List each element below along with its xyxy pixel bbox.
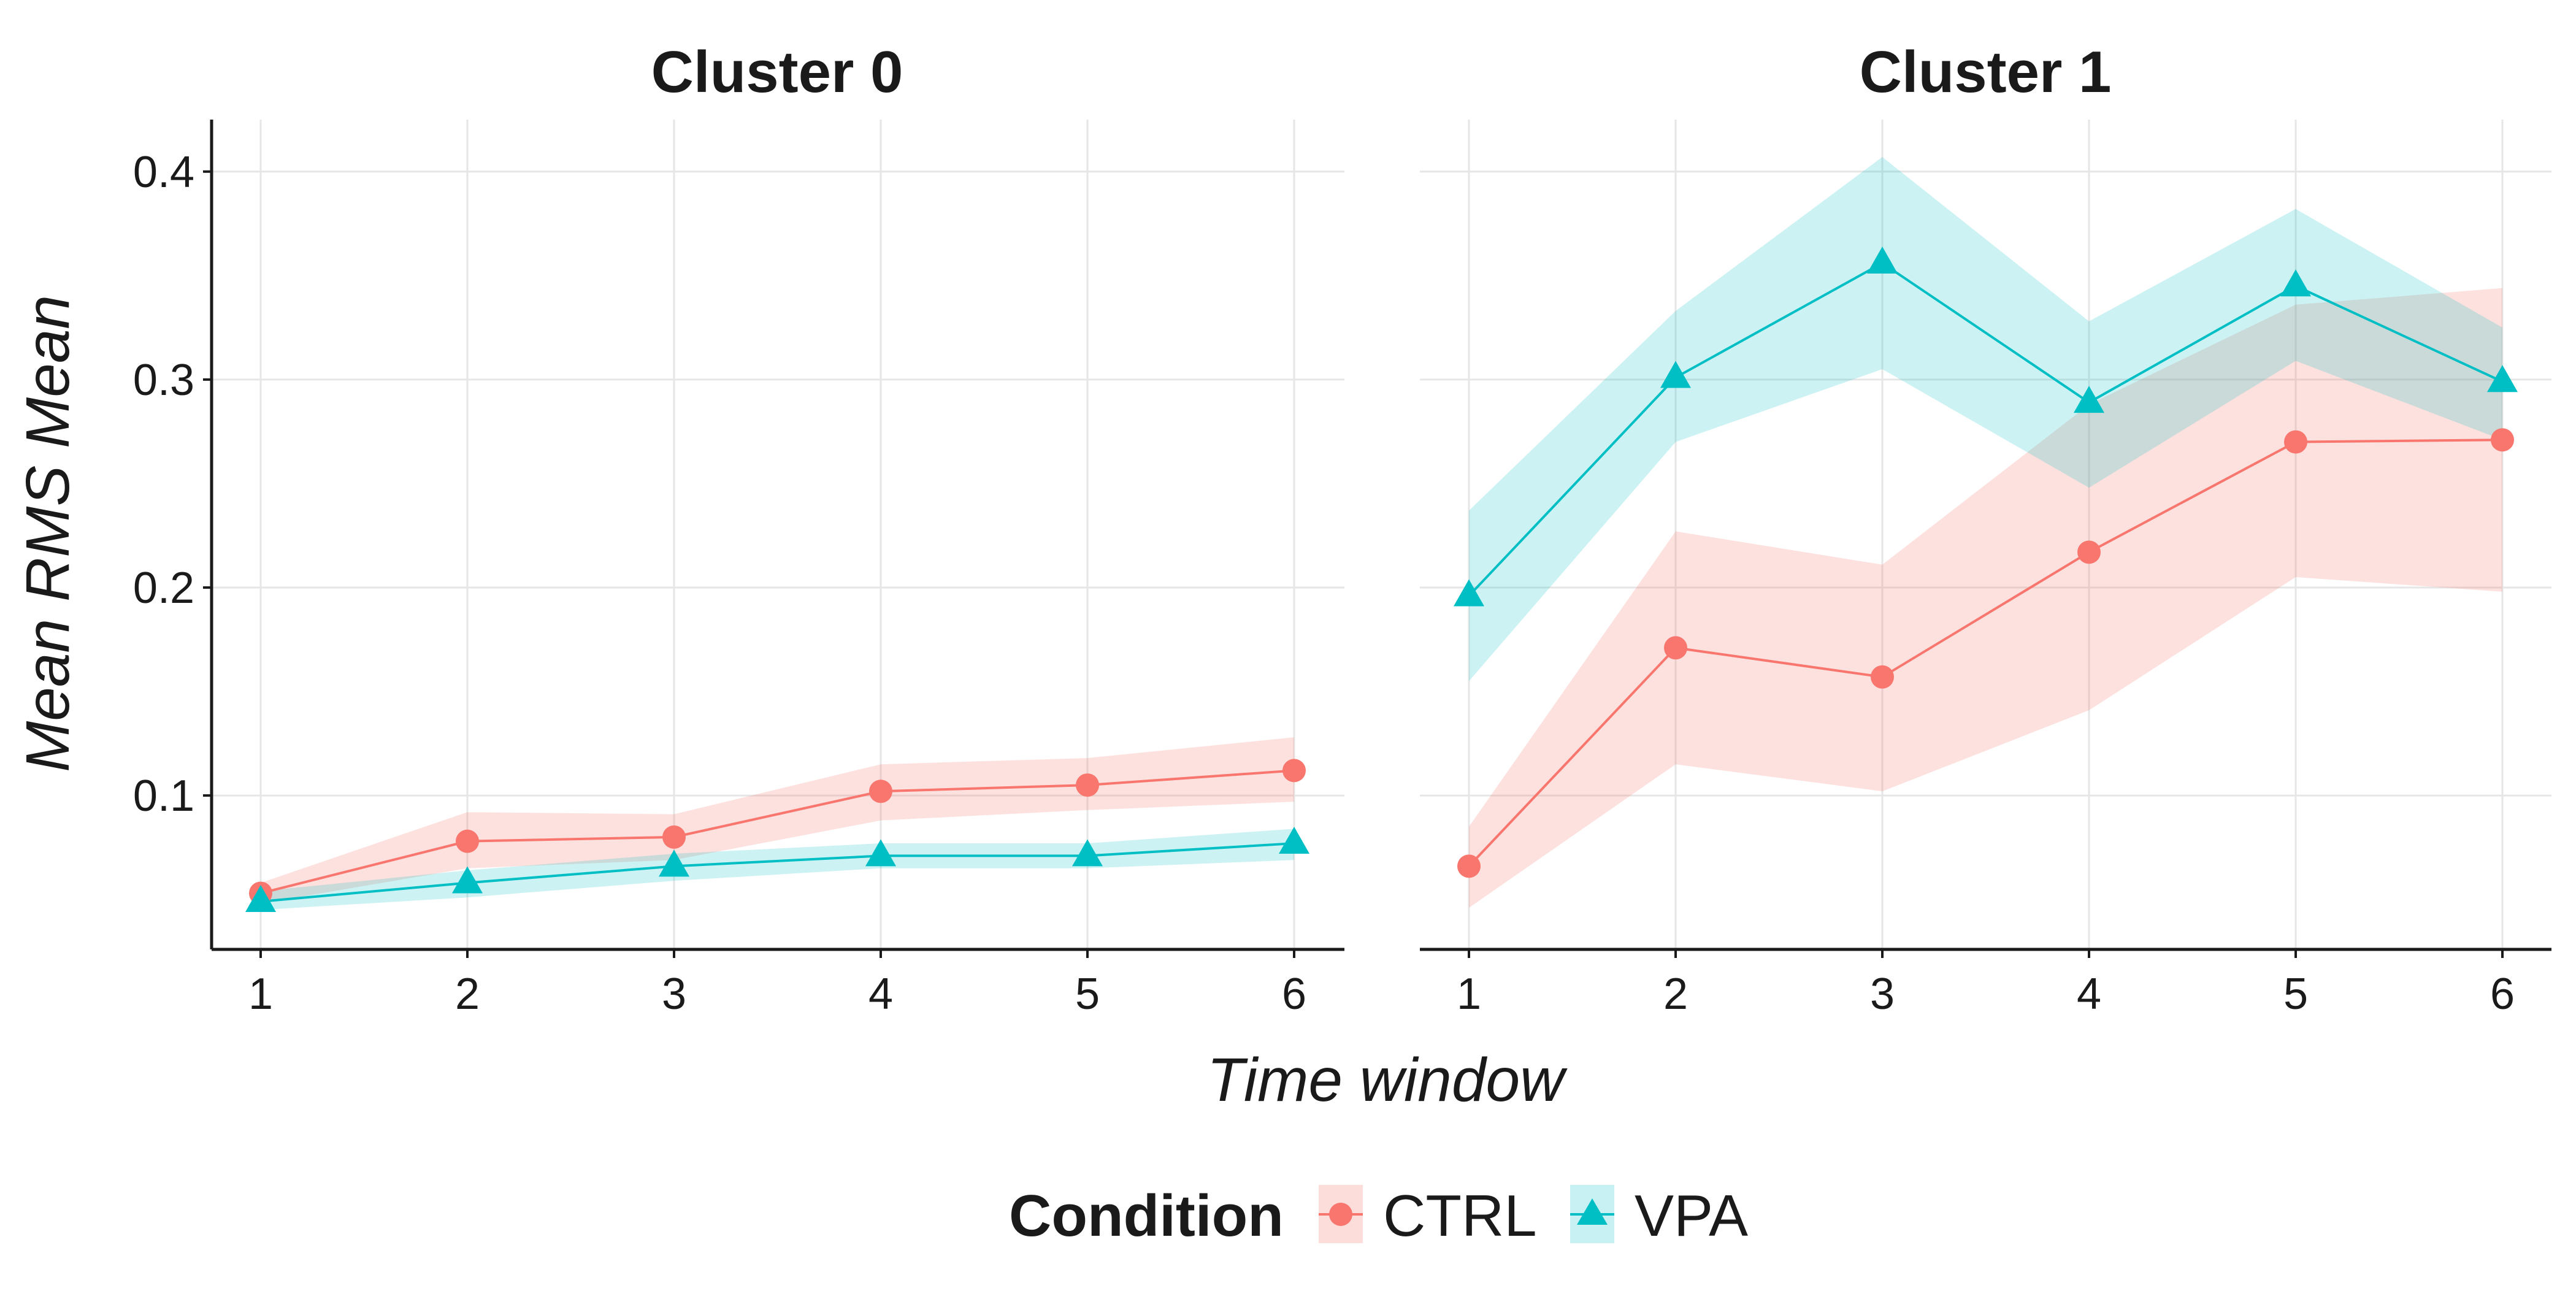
series-line-vpa [260,842,1295,903]
data-point-vpa [1072,839,1103,867]
data-point-ctrl [456,829,479,853]
x-tick-label: 6 [1282,970,1306,1019]
data-point-ctrl [2077,540,2101,564]
panel-title-cluster-1: Cluster 1 [1860,39,2112,105]
panel-title-cluster-0: Cluster 0 [651,39,903,105]
data-point-ctrl [869,780,892,803]
data-point-vpa [2280,269,2311,297]
data-point-vpa [659,849,689,877]
legend-key-vpa-marker [1577,1198,1608,1225]
ci-ribbon-vpa [1469,157,2502,681]
series-line-ctrl [260,769,1295,895]
x-tick-label: 6 [2490,970,2515,1019]
data-point-vpa [2074,386,2104,413]
data-point-vpa [1279,827,1309,854]
panel-1: 1 2 3 4 5 6 [1420,120,2551,1019]
series-line-vpa [1468,261,2503,597]
data-point-vpa [452,866,483,894]
series-line-ctrl [1468,439,2503,867]
y-tick-label: 0.2 [133,564,194,613]
y-tick-label: 0.4 [133,148,194,197]
data-point-ctrl [2284,430,2307,454]
data-point-ctrl [1282,759,1306,783]
data-point-ctrl [662,825,686,849]
x-axis-title: Time window [1207,1046,1568,1114]
x-tick-label: 2 [455,970,480,1019]
ci-ribbon-vpa [261,829,1294,910]
data-point-vpa [1660,361,1691,388]
y-axis-title: Mean RMS Mean [13,295,82,772]
x-tick-label: 3 [662,970,686,1019]
panel-0: 1 2 3 4 5 6 0.1 0.2 0.3 0.4 [133,120,1344,1019]
x-tick-label: 1 [1457,970,1481,1019]
data-point-ctrl [2491,428,2514,452]
x-tick-label: 4 [2077,970,2101,1019]
y-tick-label: 0.1 [133,772,194,821]
ci-ribbon-ctrl [1469,288,2502,908]
data-point-ctrl [1457,854,1481,878]
y-tick-label: 0.3 [133,356,194,405]
legend-label-vpa: VPA [1635,1183,1748,1249]
data-point-vpa [865,839,896,867]
x-tick-label: 3 [1870,970,1895,1019]
x-tick-label: 2 [1663,970,1688,1019]
data-point-ctrl [1664,636,1687,660]
x-tick-label: 5 [2283,970,2308,1019]
legend-title: Condition [1009,1183,1284,1249]
data-point-vpa [245,885,276,913]
data-point-ctrl [1871,665,1894,689]
ci-ribbon-ctrl [261,737,1294,904]
x-tick-label: 4 [868,970,893,1019]
x-tick-label: 1 [248,970,273,1019]
legend-label-ctrl: CTRL [1383,1183,1537,1249]
data-point-vpa [1867,246,1898,274]
legend-key-ctrl-marker [1329,1203,1352,1226]
data-point-vpa [2487,365,2518,393]
x-tick-label: 5 [1075,970,1100,1019]
data-point-ctrl [1076,773,1099,797]
data-point-vpa [1454,579,1484,607]
